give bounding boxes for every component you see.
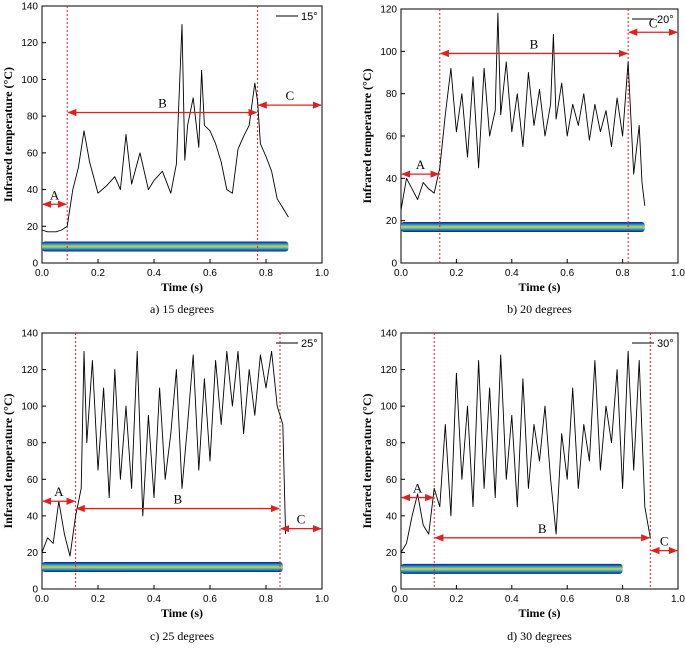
phase-label-b: B bbox=[538, 521, 547, 536]
phase-label-a: A bbox=[413, 481, 423, 496]
y-tick-label: 40 bbox=[27, 185, 39, 196]
phase-label-a: A bbox=[50, 187, 60, 202]
y-tick-label: 140 bbox=[380, 329, 397, 340]
x-tick-label: 0.4 bbox=[147, 268, 161, 279]
x-tick-label: 0.8 bbox=[259, 594, 273, 605]
y-tick-label: 60 bbox=[386, 132, 398, 143]
x-tick-label: 0.0 bbox=[35, 268, 49, 279]
x-tick-label: 0.6 bbox=[560, 268, 574, 279]
x-tick-label: 0.4 bbox=[505, 268, 519, 279]
legend-30: 30° bbox=[657, 338, 674, 350]
y-tick-label: 100 bbox=[21, 402, 38, 413]
y-tick-label: 100 bbox=[21, 75, 38, 86]
x-tick-label: 0.8 bbox=[616, 268, 630, 279]
y-tick-label: 120 bbox=[21, 365, 38, 376]
x-tick-label: 0.6 bbox=[203, 594, 217, 605]
x-axis-label: Time (s) bbox=[518, 606, 560, 620]
y-tick-label: 60 bbox=[386, 475, 398, 486]
temperature-series-line bbox=[41, 350, 287, 557]
y-tick-label: 80 bbox=[27, 112, 39, 123]
y-tick-label: 0 bbox=[32, 259, 38, 270]
y-axis-label: Infrared temperature (°C) bbox=[1, 67, 15, 202]
thermal-strip-image bbox=[401, 222, 645, 233]
y-tick-label: 80 bbox=[386, 438, 398, 449]
temperature-series-line bbox=[400, 350, 651, 553]
y-axis-label: Infrared temperature (°C) bbox=[360, 394, 374, 529]
chart-panel-2: 0.0 0.2 0.4 0.6 0.8 1.0 0 20 40 60 80 100 120 Time (s… bbox=[360, 5, 685, 317]
legend-15: 15° bbox=[301, 11, 318, 23]
y-axis-label: Infrared temperature (°C) bbox=[1, 394, 15, 529]
panel-caption: a) 15 degrees bbox=[150, 302, 214, 316]
phase-label-c: C bbox=[649, 15, 658, 30]
phase-label-b: B bbox=[530, 36, 539, 51]
y-tick-label: 0 bbox=[32, 585, 38, 596]
thermal-strip-image bbox=[42, 241, 289, 252]
panel-caption: d) 30 degrees bbox=[507, 629, 572, 643]
panel-caption: b) 20 degrees bbox=[507, 302, 572, 316]
y-tick-label: 0 bbox=[391, 259, 397, 270]
x-tick-label: 0.0 bbox=[394, 268, 408, 279]
y-tick-label: 80 bbox=[27, 438, 39, 449]
x-tick-label: 0.2 bbox=[91, 594, 105, 605]
y-tick-label: 40 bbox=[386, 174, 398, 185]
y-tick-label: 0 bbox=[391, 585, 397, 596]
x-tick-label: 0.2 bbox=[91, 268, 105, 279]
temperature-series-line bbox=[41, 23, 289, 233]
y-axis-label: Infrared temperature (°C) bbox=[360, 69, 374, 204]
phase-label-b: B bbox=[173, 492, 182, 507]
panel-caption: c) 25 degrees bbox=[150, 629, 214, 643]
x-tick-label: 1.0 bbox=[315, 268, 329, 279]
y-tick-label: 20 bbox=[386, 216, 398, 227]
y-tick-label: 60 bbox=[27, 148, 39, 159]
y-tick-label: 20 bbox=[386, 548, 398, 559]
chart-panel-1: 0.0 0.2 0.4 0.6 0.8 1.0 0 20 40 60 80 100 120 140 Time… bbox=[1, 2, 329, 317]
x-tick-label: 0.2 bbox=[449, 594, 463, 605]
phase-label-a: A bbox=[416, 157, 426, 172]
thermal-strip-image bbox=[42, 562, 283, 573]
x-tick-label: 1.0 bbox=[671, 594, 685, 605]
phase-label-b: B bbox=[158, 95, 167, 110]
thermal-strip-image bbox=[401, 563, 623, 574]
x-tick-label: 0.6 bbox=[203, 268, 217, 279]
y-tick-label: 40 bbox=[27, 511, 39, 522]
y-tick-label: 100 bbox=[380, 402, 397, 413]
y-tick-label: 60 bbox=[27, 475, 39, 486]
legend-20: 20° bbox=[657, 14, 674, 26]
y-tick-label: 20 bbox=[27, 548, 39, 559]
phase-label-c: C bbox=[297, 512, 306, 527]
chart-panel-3: 0.0 0.2 0.4 0.6 0.8 1.0 0 20 40 60 80 100 120 140 Time… bbox=[1, 329, 329, 644]
y-tick-label: 120 bbox=[380, 365, 397, 376]
y-tick-label: 140 bbox=[21, 2, 38, 13]
x-tick-label: 1.0 bbox=[315, 594, 329, 605]
phase-label-a: A bbox=[54, 484, 64, 499]
x-tick-label: 0.8 bbox=[259, 268, 273, 279]
y-tick-label: 120 bbox=[21, 38, 38, 49]
x-tick-label: 1.0 bbox=[671, 268, 685, 279]
y-tick-label: 100 bbox=[380, 47, 397, 58]
y-tick-label: 40 bbox=[386, 511, 398, 522]
legend-25: 25° bbox=[301, 338, 318, 350]
phase-label-c: C bbox=[660, 534, 669, 549]
phase-label-c: C bbox=[285, 88, 294, 103]
x-axis-label: Time (s) bbox=[518, 280, 560, 294]
x-tick-label: 0.0 bbox=[394, 594, 408, 605]
y-tick-label: 140 bbox=[21, 329, 38, 340]
x-tick-label: 0.4 bbox=[505, 594, 519, 605]
chart-panel-4: 0.0 0.2 0.4 0.6 0.8 1.0 0 20 40 60 80 100 120 140 Time… bbox=[360, 329, 685, 644]
x-tick-label: 0.6 bbox=[560, 594, 574, 605]
x-tick-label: 0.8 bbox=[616, 594, 630, 605]
x-tick-label: 0.0 bbox=[35, 594, 49, 605]
y-tick-label: 20 bbox=[27, 222, 39, 233]
plot-frame bbox=[41, 5, 323, 264]
temperature-series-line bbox=[400, 12, 646, 211]
plot-frame bbox=[41, 332, 323, 590]
x-tick-label: 0.4 bbox=[147, 594, 161, 605]
y-tick-label: 120 bbox=[380, 5, 397, 16]
plot-frame bbox=[400, 332, 679, 590]
x-tick-label: 0.2 bbox=[449, 268, 463, 279]
x-axis-label: Time (s) bbox=[161, 606, 203, 620]
x-axis-label: Time (s) bbox=[161, 280, 203, 294]
y-tick-label: 80 bbox=[386, 89, 398, 100]
